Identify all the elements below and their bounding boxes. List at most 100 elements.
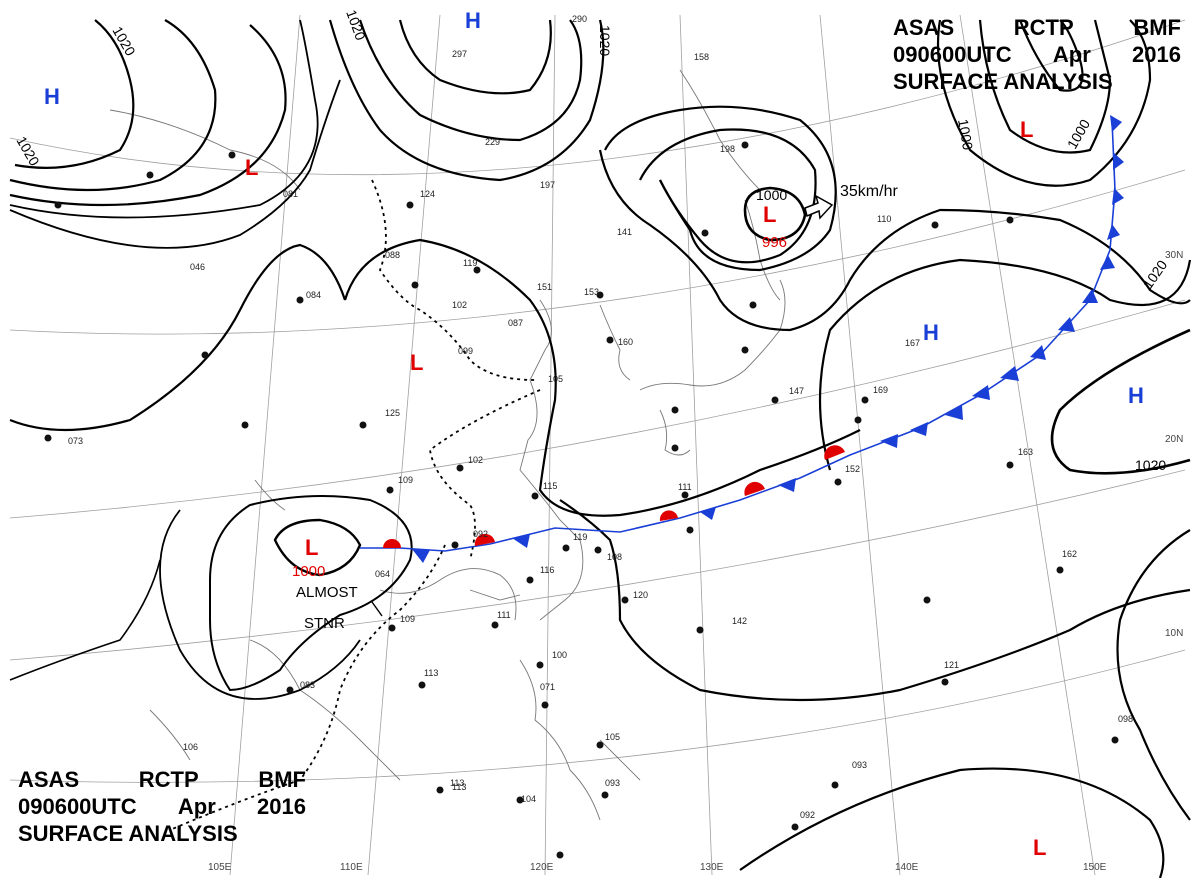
lon-label: 130E xyxy=(700,862,724,873)
station-value: 099 xyxy=(458,346,473,356)
header-line: 090600UTC Apr 2016 xyxy=(893,41,1181,68)
header-year: 2016 xyxy=(257,794,306,819)
isobar-label: 1000 xyxy=(756,187,787,203)
station-value: 160 xyxy=(618,337,633,347)
station-value: 169 xyxy=(873,385,888,395)
isobar-label: 1020 xyxy=(1139,257,1170,292)
station-value: 119 xyxy=(463,258,477,268)
lon-label: 120E xyxy=(530,862,554,873)
station-value: 073 xyxy=(68,436,83,446)
lon-label: 140E xyxy=(895,862,919,873)
station-value: 088 xyxy=(385,250,400,260)
station-value: 105 xyxy=(605,732,620,742)
isobar-label: 1000 xyxy=(955,118,976,152)
isobars xyxy=(9,19,1192,878)
station-value: 106 xyxy=(183,742,198,752)
header-agency: BMF xyxy=(258,767,306,792)
station-value: 290 xyxy=(572,14,587,24)
low-pressure-value: 996 xyxy=(762,234,787,251)
station-value: 064 xyxy=(375,569,390,579)
station-value: 109 xyxy=(400,614,415,624)
header-product: ASAS xyxy=(18,767,80,792)
station-value: 197 xyxy=(540,180,555,190)
movement-arrow-icon: 35km/hr xyxy=(804,183,898,220)
high-pressure-label: H xyxy=(1128,383,1144,408)
trough-lines xyxy=(169,179,541,831)
station-value: 141 xyxy=(617,227,632,237)
stationary-label: STNR xyxy=(304,615,345,632)
station-value: 104 xyxy=(521,794,536,804)
station-value: 121 xyxy=(944,660,959,670)
station-value: 102 xyxy=(468,455,483,465)
station-value: 087 xyxy=(508,318,523,328)
station-value: 092 xyxy=(473,529,488,539)
header-time: 090600UTC xyxy=(18,794,137,819)
header-month: Apr xyxy=(1052,42,1091,67)
station-value: 113 xyxy=(450,778,464,788)
header-title: SURFACE ANALYSIS xyxy=(893,69,1113,94)
station-value: 102 xyxy=(452,300,467,310)
high-pressure-label: H xyxy=(44,84,60,109)
weather-front xyxy=(360,115,1124,563)
lat-label: 30N xyxy=(1165,250,1183,261)
station-value: 158 xyxy=(694,52,709,62)
isobar-label: 1020 xyxy=(597,25,613,56)
station-value: 113 xyxy=(424,668,438,678)
low-pressure-label: L xyxy=(410,350,423,375)
station-value: 142 xyxy=(732,616,747,626)
station-value: 125 xyxy=(385,408,400,418)
station-value: 093 xyxy=(852,760,867,770)
header-station: RCTP xyxy=(1013,15,1074,40)
station-value: 162 xyxy=(1062,549,1077,559)
header-line: ASAS RCTP BMF xyxy=(893,14,1181,41)
station-value: 119 xyxy=(573,532,587,542)
lon-label: 105E xyxy=(208,862,232,873)
stationary-label: ALMOST xyxy=(296,584,358,601)
station-value: 093 xyxy=(605,778,620,788)
station-value: 098 xyxy=(1118,714,1133,724)
header-product: ASAS xyxy=(893,15,955,40)
grid-labels: 105E 110E 120E 130E 140E 150E 30N 20N 10… xyxy=(208,250,1183,873)
header-line: ASAS RCTP BMF xyxy=(18,766,306,793)
isobar-label: 1020 xyxy=(343,8,369,43)
high-pressure-label: H xyxy=(465,8,481,33)
station-value: 081 xyxy=(283,189,298,199)
station-value: 109 xyxy=(398,475,413,485)
station-value: 113 xyxy=(452,782,466,792)
low-pressure-label: L xyxy=(1020,117,1033,142)
stationary-note: ALMOST STNR xyxy=(296,584,383,632)
movement-speed: 35km/hr xyxy=(840,183,898,200)
high-pressure-label: H xyxy=(923,320,939,345)
station-value: 105 xyxy=(548,374,563,384)
station-value: 111 xyxy=(497,610,511,620)
station-value: 120 xyxy=(633,590,648,600)
station-value: 110 xyxy=(877,214,891,224)
low-pressure-label: L xyxy=(245,155,258,180)
station-value: 071 xyxy=(540,682,555,692)
header-time: 090600UTC xyxy=(893,42,1012,67)
header-agency: BMF xyxy=(1133,15,1181,40)
station-value: 084 xyxy=(306,290,321,300)
station-value: 046 xyxy=(190,262,205,272)
station-value: 100 xyxy=(552,650,567,660)
low-pressure-label: L xyxy=(763,202,776,227)
warm-front-pips xyxy=(383,445,845,548)
isobar-label: 1020 xyxy=(13,134,43,169)
lat-label: 20N xyxy=(1165,434,1183,445)
station-value: 198 xyxy=(720,144,735,154)
station-value: 152 xyxy=(845,464,860,474)
header-line: 090600UTC Apr 2016 xyxy=(18,793,306,820)
lon-label: 110E xyxy=(340,862,363,873)
station-value: 151 xyxy=(537,282,552,292)
low-pressure-label: L xyxy=(305,535,318,560)
low-pressure-label: L xyxy=(1033,835,1046,860)
chart-header-bottom: ASAS RCTP BMF 090600UTC Apr 2016 SURFACE… xyxy=(18,766,306,847)
low-pressure-value: 1000 xyxy=(292,563,325,580)
header-year: 2016 xyxy=(1132,42,1181,67)
station-value: 297 xyxy=(452,49,467,59)
lon-label: 150E xyxy=(1083,862,1107,873)
isobar-label: 1020 xyxy=(1135,457,1166,473)
cold-front-barbs xyxy=(412,115,1124,563)
lat-label: 10N xyxy=(1165,628,1183,639)
